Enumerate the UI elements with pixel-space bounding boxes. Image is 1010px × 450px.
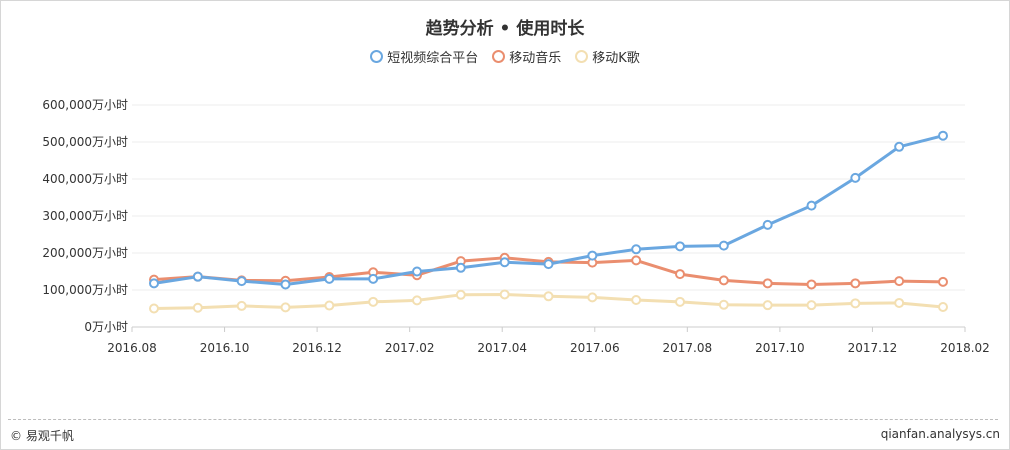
y-tick-label: 100,000万小时 [42, 283, 128, 297]
x-tick-label: 2017.02 [385, 341, 435, 355]
data-point [938, 276, 948, 287]
data-point [280, 279, 291, 290]
data-point [631, 294, 642, 305]
data-point [806, 200, 817, 211]
data-point [412, 295, 422, 306]
x-tick-label: 2017.08 [663, 341, 713, 355]
data-point [149, 303, 159, 314]
data-point [631, 244, 642, 255]
legend-label: 移动音乐 [509, 51, 562, 66]
data-point [324, 273, 335, 284]
data-point [675, 296, 685, 307]
data-point [412, 266, 422, 277]
y-tick-label: 200,000万小时 [42, 246, 128, 260]
data-point [718, 299, 729, 310]
chart-title: 趋势分析 • 使用时长 [425, 19, 585, 39]
data-point [762, 278, 773, 289]
data-point [762, 300, 773, 311]
x-tick-label: 2016.12 [292, 341, 342, 355]
legend-label: 短视频综合平台 [387, 51, 479, 66]
y-tick-label: 0万小时 [84, 320, 128, 334]
data-point [631, 255, 642, 266]
data-point [455, 262, 466, 273]
data-point [587, 250, 598, 261]
data-point [236, 300, 247, 311]
data-point [455, 289, 466, 300]
data-point [938, 130, 948, 141]
data-point [368, 296, 379, 307]
legend-marker-icon [370, 50, 384, 63]
data-point [806, 300, 817, 311]
data-point [280, 302, 291, 313]
legend-marker-icon [492, 50, 506, 63]
legend-label: 移动K歌 [592, 51, 640, 66]
footer-divider [8, 419, 998, 420]
x-tick-label: 2017.12 [848, 341, 898, 355]
y-tick-label: 600,000万小时 [42, 98, 128, 112]
legend-item-short-video[interactable]: 短视频综合平台 [370, 47, 478, 66]
legend-marker-icon [575, 50, 589, 63]
y-tick-label: 300,000万小时 [42, 209, 128, 223]
legend-item-mobile-music[interactable]: 移动音乐 [492, 47, 561, 66]
data-point [894, 297, 905, 308]
data-point [324, 300, 335, 311]
data-point [675, 241, 685, 252]
data-point [368, 273, 379, 284]
copyright-text: © 易观千帆 [10, 429, 74, 443]
data-point [762, 219, 773, 230]
x-tick-label: 2017.10 [755, 341, 805, 355]
data-point [192, 302, 203, 313]
data-point [850, 298, 861, 309]
data-point [850, 172, 861, 183]
y-tick-label: 500,000万小时 [42, 135, 128, 149]
y-tick-label: 400,000万小时 [42, 172, 128, 186]
data-point [149, 278, 159, 289]
data-point [499, 289, 510, 300]
source-url: qianfan.analysys.cn [880, 427, 1000, 441]
data-point [587, 292, 598, 303]
legend: 短视频综合平台 移动音乐 移动K歌 [0, 47, 1010, 66]
data-point [543, 259, 554, 270]
data-point [192, 271, 203, 282]
data-point [543, 291, 554, 302]
data-point [938, 302, 948, 313]
data-point [675, 269, 685, 280]
x-tick-label: 2017.06 [570, 341, 620, 355]
data-point [718, 275, 729, 286]
legend-item-mobile-karaoke[interactable]: 移动K歌 [575, 47, 640, 66]
data-point [894, 141, 905, 152]
data-point [718, 240, 729, 251]
data-point [894, 276, 905, 287]
data-point [499, 257, 510, 268]
x-tick-label: 2018.02 [940, 341, 990, 355]
x-tick-label: 2016.10 [200, 341, 250, 355]
x-tick-label: 2017.04 [477, 341, 527, 355]
data-point [806, 279, 817, 290]
data-point [850, 278, 861, 289]
x-tick-label: 2016.08 [107, 341, 157, 355]
data-point [236, 276, 247, 287]
